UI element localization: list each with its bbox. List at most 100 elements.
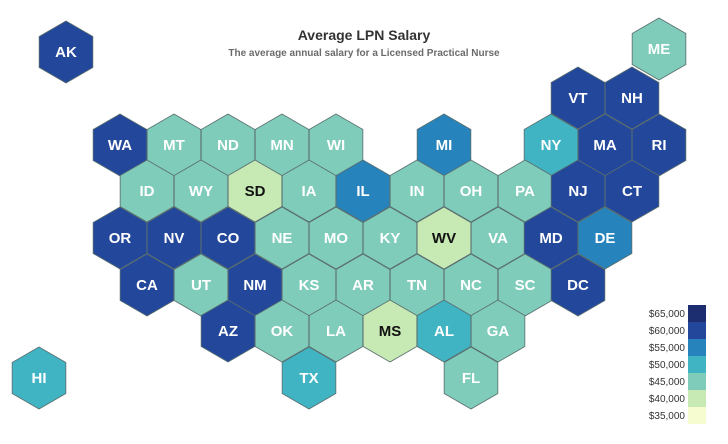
state-hex-de[interactable]: DE [577,206,633,270]
hex-shape[interactable] [443,346,499,410]
legend-swatch [688,305,706,322]
state-label: MA [593,137,616,154]
state-hex-ga[interactable]: GA [470,299,526,363]
state-hex-hi[interactable]: HI [11,346,67,410]
legend-swatch [688,373,706,390]
state-hex-ia[interactable]: IA [281,159,337,223]
state-label: VA [488,230,508,247]
state-label: CT [622,183,642,200]
state-label: AL [434,323,454,340]
state-label: MS [379,323,402,340]
state-label: NM [243,277,266,294]
state-hex-az[interactable]: AZ [200,299,256,363]
state-hex-va[interactable]: VA [470,206,526,270]
state-hex-me[interactable]: ME [631,17,687,81]
state-label: MI [436,137,453,154]
state-label: UT [191,277,211,294]
state-label: AK [55,44,77,61]
state-label: ND [217,137,239,154]
legend-label: $45,000 [649,377,686,388]
hex-shape[interactable] [577,206,633,270]
legend-swatch [688,356,706,373]
state-label: WI [327,137,345,154]
state-label: NH [621,90,643,107]
state-hex-ri[interactable]: RI [631,113,687,177]
state-label: VT [568,90,587,107]
state-label: NJ [568,183,587,200]
state-label: WV [432,230,456,247]
legend-label: $65,000 [649,309,686,320]
state-hex-mn[interactable]: MN [254,113,310,177]
legend-swatch [688,322,706,339]
state-label: LA [326,323,346,340]
state-hex-mo[interactable]: MO [308,206,364,270]
state-hex-mt[interactable]: MT [146,113,202,177]
legend-label: $60,000 [649,326,686,337]
state-label: NC [460,277,482,294]
state-label: ID [140,183,155,200]
hex-shape[interactable] [604,159,660,223]
state-hex-ct[interactable]: CT [604,159,660,223]
state-hex-ny[interactable]: NY [523,113,579,177]
state-hex-dc[interactable]: DC [550,253,606,317]
state-hex-fl[interactable]: FL [443,346,499,410]
hex-shape[interactable] [11,346,67,410]
state-label: AZ [218,323,238,340]
hex-shape[interactable] [38,20,94,84]
state-hex-al[interactable]: AL [416,299,472,363]
hex-shape[interactable] [631,17,687,81]
state-hex-or[interactable]: OR [92,206,148,270]
state-hex-nh[interactable]: NH [604,66,660,130]
state-hex-mi[interactable]: MI [416,113,472,177]
state-hex-wv[interactable]: WV [416,206,472,270]
state-hexes: AK ME VT NH WA MT ND MN WI MI NY MA RI ID WY SD IA IL IN OH… [11,17,687,410]
state-hex-tx[interactable]: TX [281,346,337,410]
state-label: MT [163,137,185,154]
state-hex-il[interactable]: IL [335,159,391,223]
state-hex-ne[interactable]: NE [254,206,310,270]
hex-shape[interactable] [604,66,660,130]
legend-swatch [688,390,706,407]
state-label: OK [271,323,294,340]
state-label: HI [32,370,47,387]
state-hex-ky[interactable]: KY [362,206,418,270]
legend-label: $50,000 [649,360,686,371]
state-label: IL [356,183,369,200]
legend-label: $40,000 [649,394,686,405]
chart-subtitle: The average annual salary for a Licensed… [228,48,500,59]
state-label: OH [460,183,483,200]
state-label: KS [299,277,320,294]
state-label: NY [541,137,562,154]
hex-shape[interactable] [550,253,606,317]
state-label: SD [245,183,266,200]
hex-shape[interactable] [281,346,337,410]
state-label: IN [410,183,425,200]
state-hex-nj[interactable]: NJ [550,159,606,223]
state-label: CO [217,230,240,247]
chart-title: Average LPN Salary [297,27,431,43]
state-label: TN [407,277,427,294]
hex-shape[interactable] [470,299,526,363]
state-label: CA [136,277,158,294]
state-hex-wi[interactable]: WI [308,113,364,177]
legend-swatch [688,339,706,356]
state-hex-ak[interactable]: AK [38,20,94,84]
state-hex-la[interactable]: LA [308,299,364,363]
state-label: DC [567,277,589,294]
state-hex-oh[interactable]: OH [443,159,499,223]
state-hex-nc[interactable]: NC [443,253,499,317]
state-label: MN [270,137,293,154]
state-label: GA [487,323,510,340]
state-hex-ok[interactable]: OK [254,299,310,363]
state-label: MO [324,230,348,247]
state-hex-ms[interactable]: MS [362,299,418,363]
state-hex-vt[interactable]: VT [550,66,606,130]
state-label: AR [352,277,374,294]
state-label: OR [109,230,132,247]
state-hex-in[interactable]: IN [389,159,445,223]
state-label: SC [515,277,536,294]
state-label: ME [648,41,671,58]
state-label: NE [272,230,293,247]
state-label: WY [189,183,213,200]
